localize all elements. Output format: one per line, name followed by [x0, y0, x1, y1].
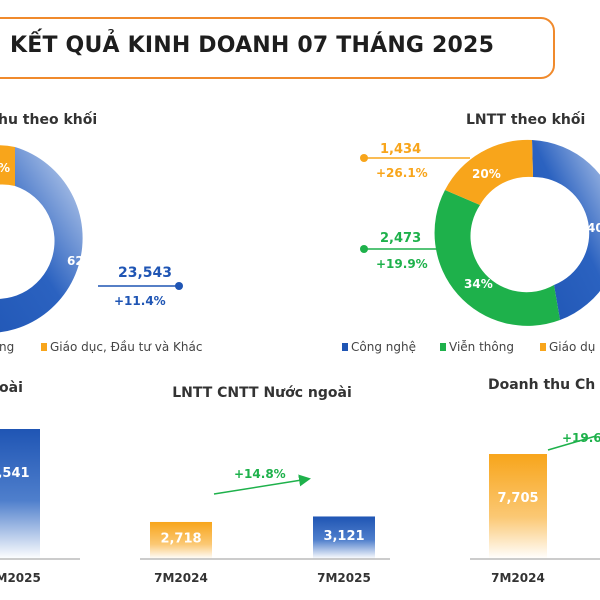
- profit-donut-label-orange: 20%: [472, 167, 501, 181]
- bar2-title: LNTT CNTT Nước ngoài: [172, 385, 352, 401]
- bar2-category-7M2025: 7M2025: [317, 571, 371, 585]
- bar3-category-7M2024: 7M2024: [491, 571, 545, 585]
- bar1-bar-7M2025: [0, 429, 40, 559]
- profit-callout-green: 2,473 +19.9%: [360, 231, 440, 271]
- revenue-callout-dot: [175, 282, 183, 290]
- revenue-donut-slice-blue: [0, 147, 83, 333]
- bar1-title: oài: [0, 380, 23, 396]
- profit-donut-label-green: 34%: [464, 277, 493, 291]
- profit-callout-orange-value: 1,434: [380, 142, 421, 157]
- revenue-donut-title: hu theo khối: [0, 111, 97, 128]
- profit-callout-orange: 1,434 +26.1%: [360, 142, 470, 180]
- revenue-callout-growth: +11.4%: [114, 294, 166, 308]
- revenue-legend-blue-label: ng: [0, 340, 14, 354]
- revenue-donut-label-62: 62%: [67, 254, 96, 268]
- bar2-category-7M2024: 7M2024: [154, 571, 208, 585]
- bar2-bar-7M2024: [150, 521, 212, 559]
- revenue-donut-label-orange: %: [0, 161, 10, 175]
- bar3-bar-7M2024: [489, 454, 547, 559]
- profit-legend-blue-swatch: [342, 343, 348, 351]
- bar2-growth-label: +14.8%: [234, 467, 286, 481]
- profit-legend-orange-swatch: [540, 343, 546, 351]
- profit-legend-green-swatch: [440, 343, 446, 351]
- profit-legend-green-label: Viễn thông: [449, 340, 514, 354]
- bar2-growth-arrow: [213, 474, 311, 495]
- revenue-callout-value: 23,543: [118, 265, 172, 281]
- profit-donut-slice-orange: [445, 139, 533, 205]
- bar2-value-7M2025: 3,121: [323, 529, 364, 544]
- profit-donut: [434, 139, 600, 326]
- bar2-chart: 2,718 3,121 7M2024 7M2025 +14.8%: [140, 467, 390, 585]
- bar1-chart: 9,541 7M2025: [0, 429, 80, 585]
- profit-legend: Công nghệ Viễn thông Giáo dụ: [342, 340, 595, 354]
- bar3-value-7M2024: 7,705: [497, 491, 538, 506]
- bar2-bar-7M2025: [313, 516, 375, 559]
- bar3-growth-label: +19.6: [562, 431, 600, 445]
- revenue-donut: [0, 145, 83, 333]
- revenue-legend-orange-label: Giáo dục, Đầu tư và Khác: [50, 340, 202, 354]
- profit-donut-title: LNTT theo khối: [466, 111, 585, 128]
- bar1-category-7M2025: 7M2025: [0, 571, 41, 585]
- revenue-donut-slice-orange: [0, 145, 15, 186]
- bar1-value-label: 9,541: [0, 466, 30, 481]
- page-title: KẾT QUẢ KINH DOANH 07 THÁNG 2025: [10, 33, 495, 58]
- bar3-growth-arrow: [547, 435, 597, 451]
- profit-legend-blue-label: Công nghệ: [351, 340, 416, 354]
- profit-donut-label-blue: 40: [587, 221, 600, 235]
- profit-callout-orange-growth: +26.1%: [376, 166, 428, 180]
- title-banner: [0, 17, 555, 79]
- revenue-legend: ng Giáo dục, Đầu tư và Khác: [0, 340, 202, 354]
- profit-callout-green-value: 2,473: [380, 231, 421, 246]
- bar3-title: Doanh thu Ch: [488, 377, 595, 393]
- profit-donut-slice-blue: [532, 140, 600, 320]
- profit-legend-orange-label: Giáo dụ: [549, 340, 595, 354]
- revenue-callout: 23,543 +11.4%: [98, 265, 183, 308]
- bar3-chart: 7,705 7M2024 +19.6: [470, 431, 600, 585]
- profit-callout-green-growth: +19.9%: [376, 257, 428, 271]
- profit-donut-slice-green: [434, 190, 560, 326]
- bar2-value-7M2024: 2,718: [160, 531, 201, 546]
- revenue-legend-orange-swatch: [41, 343, 47, 351]
